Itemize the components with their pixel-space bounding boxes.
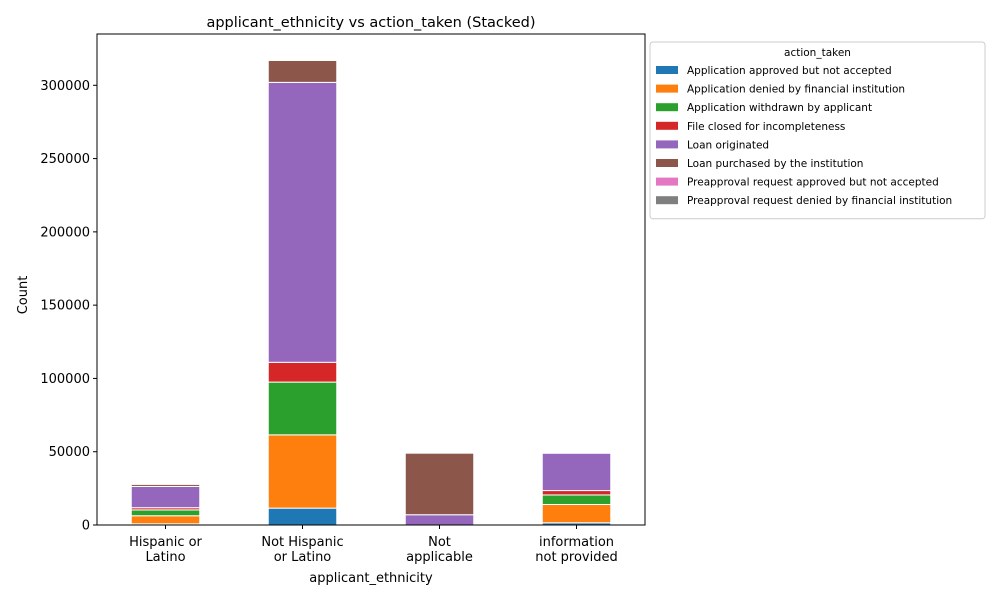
x-tick-label: Not — [428, 535, 451, 550]
x-tick-label: applicable — [406, 550, 473, 565]
bar-segment — [267, 381, 338, 436]
bar-segment — [404, 514, 475, 526]
bar-segment — [267, 434, 338, 509]
legend-label: Application withdrawn by applicant — [687, 102, 872, 114]
legend-frame — [649, 41, 986, 220]
legend-title: action_taken — [784, 47, 851, 59]
legend: action_taken Application approved but not… — [649, 41, 986, 220]
legend-swatch — [656, 84, 678, 93]
x-axis-label: applicant_ethnicity — [309, 571, 433, 586]
legend-swatch — [656, 140, 678, 149]
bar-segment — [267, 81, 338, 363]
bar-segment — [130, 515, 201, 525]
plot-area: 0 50000 100000 150000 200000 250000 300000 Hisp… — [40, 33, 646, 565]
x-tick-label: not provided — [535, 550, 618, 565]
bar-segment — [404, 452, 475, 516]
legend-swatch — [656, 159, 678, 167]
legend-label: Preapproval request denied by financial … — [687, 195, 952, 207]
y-tick-label: 300000 — [40, 79, 90, 94]
bar-segment — [541, 490, 612, 496]
y-axis-label: Count — [16, 276, 31, 315]
bar-segment — [130, 509, 201, 517]
legend-swatch — [656, 196, 678, 205]
y-tick-label: 250000 — [40, 152, 90, 167]
y-tick-label: 200000 — [40, 225, 90, 240]
y-tick-label: 100000 — [40, 372, 90, 387]
legend-swatch — [656, 177, 678, 186]
chart-title: applicant_ethnicity vs action_taken (Sta… — [206, 15, 535, 31]
bar-segment — [541, 451, 612, 454]
legend-label: Application denied by financial institut… — [687, 84, 905, 96]
bar-segment — [541, 494, 612, 505]
legend-swatch — [656, 66, 678, 74]
legend-swatch — [656, 103, 678, 112]
bar-segment — [541, 452, 612, 492]
bar-segment — [267, 59, 338, 83]
y-tick-label: 150000 — [40, 299, 90, 314]
x-tick-label: or Latino — [274, 550, 332, 565]
legend-label: File closed for incompleteness — [687, 121, 845, 133]
bar-segment — [541, 503, 612, 524]
legend-label: Preapproval request approved but not acc… — [687, 177, 939, 189]
y-tick-label: 50000 — [49, 445, 90, 460]
bar-segment — [267, 361, 338, 383]
x-tick-label: Hispanic or — [129, 535, 202, 550]
bar-segment — [130, 485, 201, 509]
legend-label: Application approved but not accepted — [687, 65, 892, 77]
bar-segment — [267, 507, 338, 526]
legend-label: Loan purchased by the institution — [687, 158, 863, 170]
axes-frame — [96, 33, 646, 526]
y-tick-label: 0 — [82, 519, 90, 534]
legend-swatch — [656, 121, 678, 130]
legend-label: Loan originated — [687, 139, 769, 151]
x-tick-label: Latino — [145, 550, 185, 565]
x-tick-label: information — [539, 535, 614, 550]
x-tick-label: Not Hispanic — [261, 535, 343, 550]
